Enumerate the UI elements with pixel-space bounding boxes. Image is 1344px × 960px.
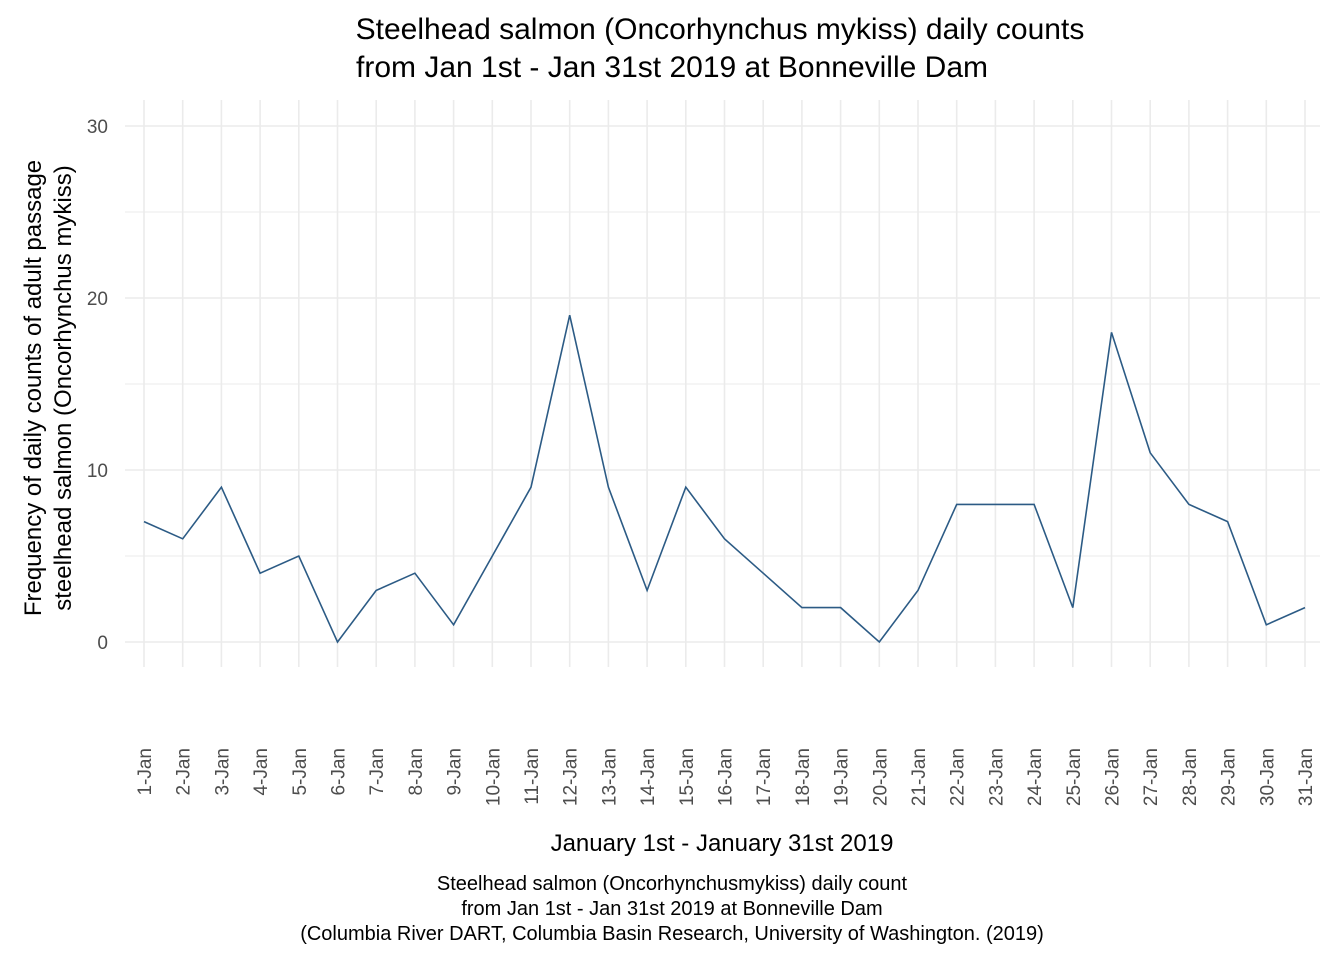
y-axis-title-line2: steelhead salmon (Oncorhynchus mykiss) xyxy=(50,165,77,611)
x-axis-title: January 1st - January 31st 2019 xyxy=(551,830,894,857)
x-tick-label: 10-Jan xyxy=(483,748,504,806)
x-tick-label: 31-Jan xyxy=(1296,748,1317,806)
x-tick-label: 7-Jan xyxy=(367,748,388,796)
x-tick-label: 9-Jan xyxy=(445,748,466,796)
x-tick-label: 13-Jan xyxy=(599,748,620,806)
x-tick-label: 6-Jan xyxy=(329,748,350,796)
x-tick-label: 24-Jan xyxy=(1025,748,1046,806)
x-tick-label: 11-Jan xyxy=(522,748,543,805)
x-axis-ticks: 1-Jan 2-Jan 3-Jan 4-Jan 5-Jan 6-Jan 7-Jan 8-Jan… xyxy=(135,748,1317,806)
y-axis-title-line1: Frequency of daily counts of adult passa… xyxy=(20,160,47,616)
y-tick-label: 30 xyxy=(87,117,108,138)
y-tick-label: 20 xyxy=(87,289,108,310)
x-tick-label: 2-Jan xyxy=(174,748,195,796)
chart-subtitle: from Jan 1st - Jan 31st 2019 at Bonnevil… xyxy=(356,51,988,84)
x-tick-label: 21-Jan xyxy=(909,748,930,806)
y-tick-label: 0 xyxy=(97,633,108,654)
x-tick-label: 23-Jan xyxy=(986,748,1007,806)
x-tick-label: 5-Jan xyxy=(290,748,311,796)
x-tick-label: 15-Jan xyxy=(677,748,698,806)
x-tick-label: 18-Jan xyxy=(793,748,814,806)
grid xyxy=(125,100,1320,667)
caption-line-3: (Columbia River DART, Columbia Basin Res… xyxy=(300,923,1044,945)
series-line xyxy=(143,315,1306,644)
x-tick-label: 3-Jan xyxy=(212,748,233,796)
x-tick-label: 29-Jan xyxy=(1219,748,1240,806)
x-tick-label: 30-Jan xyxy=(1257,748,1278,806)
x-tick-label: 14-Jan xyxy=(638,748,659,806)
x-tick-label: 27-Jan xyxy=(1141,748,1162,806)
x-tick-label: 1-Jan xyxy=(135,748,156,796)
chart-title: Steelhead salmon (Oncorhynchus mykiss) d… xyxy=(355,13,1085,46)
x-tick-label: 20-Jan xyxy=(870,748,891,806)
x-tick-label: 4-Jan xyxy=(251,748,272,796)
y-tick-label: 10 xyxy=(87,461,108,482)
x-tick-label: 25-Jan xyxy=(1064,748,1085,806)
caption-line-2: from Jan 1st - Jan 31st 2019 at Bonnevil… xyxy=(461,898,883,920)
x-tick-label: 26-Jan xyxy=(1103,748,1124,806)
x-tick-label: 28-Jan xyxy=(1180,748,1201,806)
y-axis-ticks: 0 10 20 30 xyxy=(87,117,108,654)
x-tick-label: 16-Jan xyxy=(716,748,737,806)
x-tick-label: 17-Jan xyxy=(754,748,775,806)
x-tick-label: 19-Jan xyxy=(832,748,853,806)
x-tick-label: 8-Jan xyxy=(406,748,427,796)
x-tick-label: 12-Jan xyxy=(561,748,582,806)
caption-line-1: Steelhead salmon (Oncorhynchusmykiss) da… xyxy=(436,873,908,895)
x-tick-label: 22-Jan xyxy=(948,748,969,806)
